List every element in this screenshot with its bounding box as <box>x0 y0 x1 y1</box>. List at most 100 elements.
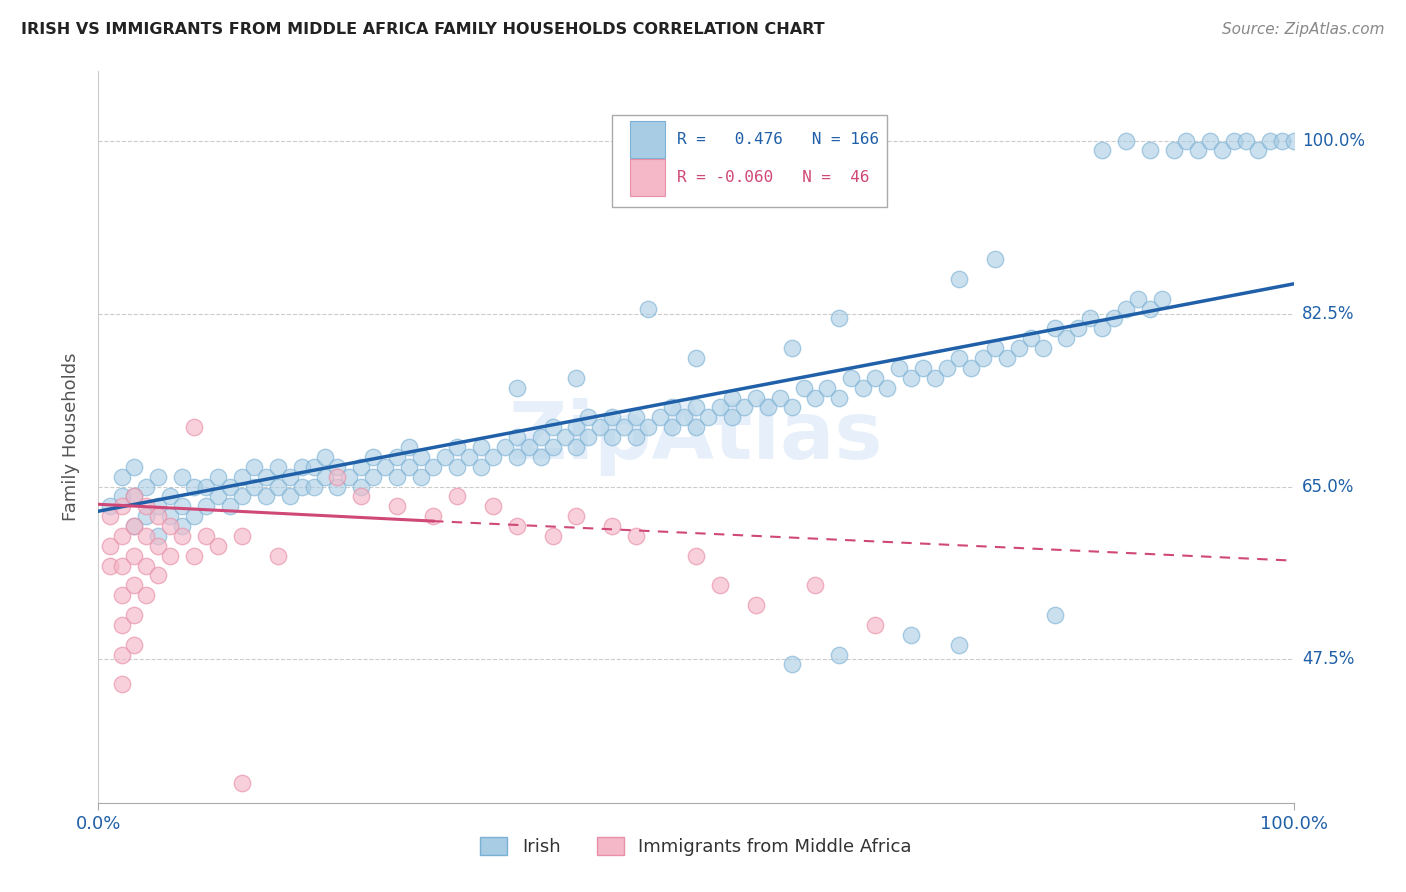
Y-axis label: Family Households: Family Households <box>62 353 80 521</box>
Point <box>98 500 122 514</box>
Text: R = -0.060   N =  46: R = -0.060 N = 46 <box>676 169 869 185</box>
FancyBboxPatch shape <box>630 121 665 158</box>
Point <box>506 381 529 395</box>
Point <box>291 479 314 493</box>
Point <box>1104 311 1126 326</box>
Point <box>172 519 194 533</box>
Point <box>494 440 516 454</box>
Point <box>1234 134 1257 148</box>
Point <box>159 489 181 503</box>
Point <box>960 360 983 375</box>
Point <box>541 440 564 454</box>
Point <box>339 469 361 483</box>
Point <box>1115 301 1137 316</box>
Point <box>972 351 994 365</box>
Point <box>183 479 205 493</box>
Point <box>530 450 553 464</box>
Point <box>278 489 301 503</box>
Point <box>385 469 409 483</box>
Point <box>159 519 181 533</box>
Point <box>602 410 624 425</box>
Point <box>111 618 134 632</box>
Point <box>780 401 803 415</box>
Point <box>111 489 134 503</box>
Point <box>1175 134 1198 148</box>
Point <box>446 440 468 454</box>
Point <box>195 500 218 514</box>
Point <box>350 459 373 474</box>
Point <box>254 469 277 483</box>
Point <box>207 469 229 483</box>
Point <box>745 598 768 612</box>
Point <box>195 479 218 493</box>
Point <box>602 430 624 444</box>
Point <box>278 469 301 483</box>
Point <box>135 558 157 573</box>
Point <box>111 529 134 543</box>
Point <box>148 529 170 543</box>
Point <box>231 469 253 483</box>
Point <box>1139 144 1161 158</box>
Point <box>124 489 146 503</box>
Point <box>565 509 588 524</box>
Point <box>756 401 779 415</box>
Text: 65.0%: 65.0% <box>1302 477 1354 495</box>
Point <box>673 410 696 425</box>
Point <box>685 401 707 415</box>
Point <box>697 410 720 425</box>
Point <box>1247 144 1270 158</box>
Point <box>565 371 588 385</box>
Point <box>1128 292 1150 306</box>
Text: 82.5%: 82.5% <box>1302 304 1354 323</box>
Point <box>661 401 683 415</box>
Point <box>1152 292 1174 306</box>
Point <box>517 440 540 454</box>
Point <box>411 450 433 464</box>
Point <box>661 420 683 434</box>
Point <box>626 410 648 425</box>
Point <box>1282 134 1305 148</box>
FancyBboxPatch shape <box>630 159 665 196</box>
Point <box>291 459 314 474</box>
Point <box>1043 607 1066 622</box>
Point <box>422 509 444 524</box>
Point <box>411 469 433 483</box>
Point <box>721 410 744 425</box>
Point <box>1032 341 1054 355</box>
Point <box>481 450 505 464</box>
Point <box>541 529 564 543</box>
Point <box>648 410 672 425</box>
Point <box>578 410 600 425</box>
Point <box>124 459 146 474</box>
Point <box>183 420 205 434</box>
Text: Source: ZipAtlas.com: Source: ZipAtlas.com <box>1222 22 1385 37</box>
Point <box>948 272 970 286</box>
Point <box>326 459 349 474</box>
Point <box>398 459 420 474</box>
Point <box>111 588 134 602</box>
Point <box>948 351 970 365</box>
Point <box>1258 134 1281 148</box>
Point <box>565 420 588 434</box>
Point <box>98 558 122 573</box>
Point <box>148 500 170 514</box>
Point <box>172 500 194 514</box>
Point <box>159 549 181 563</box>
Text: IRISH VS IMMIGRANTS FROM MIDDLE AFRICA FAMILY HOUSEHOLDS CORRELATION CHART: IRISH VS IMMIGRANTS FROM MIDDLE AFRICA F… <box>21 22 825 37</box>
Point <box>1056 331 1078 345</box>
Point <box>231 529 253 543</box>
Point <box>470 459 492 474</box>
Point <box>267 549 290 563</box>
Point <box>315 469 337 483</box>
Point <box>98 509 122 524</box>
Point <box>219 479 242 493</box>
Point <box>302 479 325 493</box>
Point <box>231 489 253 503</box>
Point <box>948 638 970 652</box>
Point <box>363 469 385 483</box>
Point <box>637 301 659 316</box>
Point <box>254 489 277 503</box>
Point <box>446 459 468 474</box>
Point <box>207 539 229 553</box>
Point <box>793 381 815 395</box>
